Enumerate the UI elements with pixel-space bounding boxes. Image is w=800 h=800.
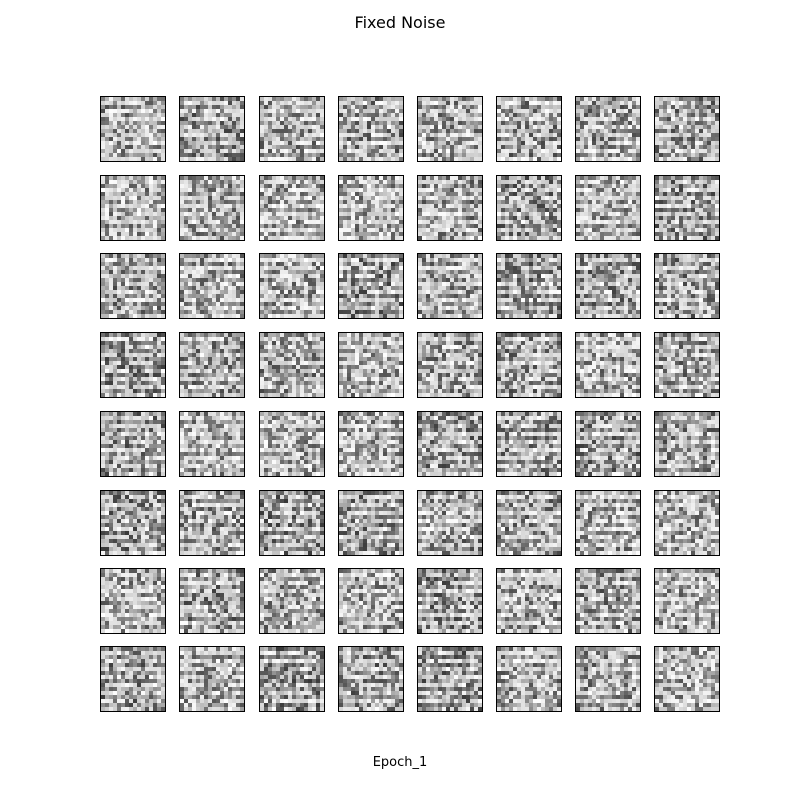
- noise-image-grid: [100, 96, 721, 713]
- noise-image-tile: [654, 175, 720, 241]
- noise-image-tile: [654, 411, 720, 477]
- noise-image-tile: [575, 568, 641, 634]
- noise-image-tile: [654, 96, 720, 162]
- noise-image-tile: [496, 568, 562, 634]
- noise-image-tile: [417, 646, 483, 712]
- noise-image-tile: [179, 568, 245, 634]
- noise-image-tile: [179, 646, 245, 712]
- noise-image-tile: [417, 411, 483, 477]
- noise-image-tile: [179, 175, 245, 241]
- noise-image-tile: [338, 253, 404, 319]
- noise-image-tile: [496, 96, 562, 162]
- noise-image-tile: [100, 332, 166, 398]
- noise-image-tile: [179, 96, 245, 162]
- noise-image-tile: [338, 332, 404, 398]
- noise-image-tile: [654, 568, 720, 634]
- noise-image-tile: [417, 175, 483, 241]
- noise-image-tile: [496, 253, 562, 319]
- noise-image-tile: [575, 411, 641, 477]
- noise-image-tile: [417, 332, 483, 398]
- figure-title: Fixed Noise: [0, 13, 800, 32]
- noise-image-tile: [417, 253, 483, 319]
- noise-image-tile: [496, 490, 562, 556]
- noise-image-tile: [496, 646, 562, 712]
- noise-image-tile: [654, 332, 720, 398]
- noise-image-tile: [654, 646, 720, 712]
- noise-image-tile: [100, 411, 166, 477]
- noise-image-tile: [259, 175, 325, 241]
- noise-image-tile: [496, 411, 562, 477]
- noise-image-tile: [100, 96, 166, 162]
- noise-image-tile: [575, 646, 641, 712]
- noise-image-tile: [259, 96, 325, 162]
- noise-image-tile: [417, 490, 483, 556]
- noise-image-tile: [259, 411, 325, 477]
- noise-image-tile: [575, 332, 641, 398]
- noise-image-tile: [100, 568, 166, 634]
- noise-image-tile: [417, 568, 483, 634]
- noise-image-tile: [338, 175, 404, 241]
- noise-image-tile: [338, 646, 404, 712]
- noise-image-tile: [259, 253, 325, 319]
- noise-image-tile: [496, 175, 562, 241]
- noise-image-tile: [338, 568, 404, 634]
- noise-image-tile: [259, 490, 325, 556]
- noise-image-tile: [100, 175, 166, 241]
- noise-image-tile: [259, 332, 325, 398]
- noise-image-tile: [654, 253, 720, 319]
- noise-image-tile: [179, 411, 245, 477]
- noise-image-tile: [575, 96, 641, 162]
- noise-image-tile: [338, 490, 404, 556]
- noise-image-tile: [179, 332, 245, 398]
- noise-image-tile: [417, 96, 483, 162]
- noise-image-tile: [259, 646, 325, 712]
- noise-image-tile: [179, 253, 245, 319]
- noise-image-tile: [654, 490, 720, 556]
- noise-image-tile: [575, 490, 641, 556]
- noise-image-tile: [100, 490, 166, 556]
- noise-image-tile: [259, 568, 325, 634]
- noise-image-tile: [575, 175, 641, 241]
- noise-image-tile: [496, 332, 562, 398]
- figure-xlabel: Epoch_1: [0, 755, 800, 770]
- noise-image-tile: [575, 253, 641, 319]
- noise-image-tile: [338, 96, 404, 162]
- noise-image-tile: [100, 253, 166, 319]
- noise-image-tile: [100, 646, 166, 712]
- noise-image-tile: [338, 411, 404, 477]
- noise-image-tile: [179, 490, 245, 556]
